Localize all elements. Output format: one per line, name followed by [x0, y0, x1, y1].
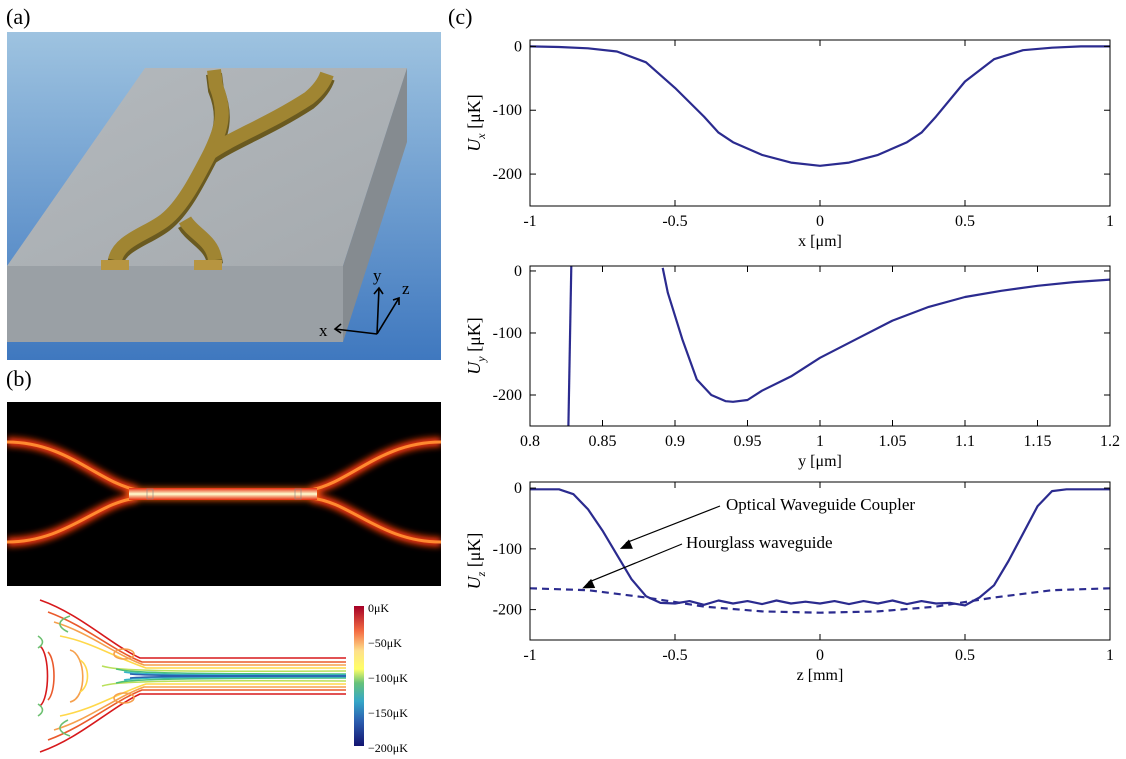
colorbar-gradient: [354, 606, 364, 746]
colorbar-tick-label: −50μK: [368, 636, 402, 650]
substrate-side: [343, 68, 407, 342]
y-tick-label: -200: [493, 387, 522, 404]
series-line-solid-1: [661, 267, 1110, 403]
axis-label-y: y: [373, 266, 382, 285]
x-tick-label: 1.1: [955, 433, 975, 450]
colorbar-tick-label: −150μK: [368, 706, 408, 720]
plot-frame: [529, 39, 1111, 207]
axis-label-z: z: [402, 279, 410, 298]
x-tick-label: 0: [816, 647, 824, 664]
x-axis-label: x [μm]: [798, 233, 842, 250]
substrate-front: [7, 266, 343, 342]
waveguide-render: x y z: [7, 32, 441, 360]
x-tick-label: 0.8: [520, 433, 540, 450]
x-tick-label: 0.5: [955, 213, 975, 230]
y-axis-label: Uy [μK]: [464, 317, 488, 374]
x-tick-label: 1: [1106, 647, 1114, 664]
x-tick-label: 1.15: [1024, 433, 1052, 450]
colorbar-tick-label: 0μK: [368, 601, 389, 615]
x-tick-label: 0.85: [589, 433, 617, 450]
y-tick-label: 0: [514, 38, 522, 55]
y-tick-label: 0: [514, 480, 522, 497]
x-tick-label: 0.5: [955, 647, 975, 664]
panel-label-b: (b): [6, 366, 32, 391]
plot-frame: [529, 265, 1111, 427]
axis-label-x: x: [319, 321, 328, 340]
panel-label-a: (a): [6, 4, 31, 29]
x-tick-label: -0.5: [662, 647, 687, 664]
y-tick-label: -200: [493, 602, 522, 619]
series-line-solid-0: [530, 488, 1110, 607]
annotation-arrow: [587, 543, 683, 583]
x-tick-label: 0.95: [734, 433, 762, 450]
y-tick-label: -100: [493, 325, 522, 342]
x-tick-label: -1: [523, 213, 536, 230]
annotation-arrowhead: [619, 539, 633, 549]
colorbar-tick-label: −100μK: [368, 671, 408, 685]
x-tick-label: 1: [816, 433, 824, 450]
plot-uz: -1 -0.5 0 0.5 1 0 -100 -200 z [mm] Uz [μK] Optical…: [464, 480, 1114, 684]
intensity-map: [7, 402, 441, 586]
plot-uy: 0.8 0.85 0.9 0.95 1 1.05 1.1 1.15 1.2 0 -100 -200 y …: [464, 263, 1120, 470]
y-tick-label: -200: [493, 166, 522, 183]
colorbar-tick-label: −200μK: [368, 741, 408, 755]
coordinate-axes: [333, 286, 400, 335]
y-tick-label: 0: [514, 263, 522, 280]
series-line-solid-0: [567, 266, 573, 426]
x-tick-label: 1.05: [879, 433, 907, 450]
x-axis-label: y [μm]: [798, 453, 842, 470]
series-line-solid-0: [530, 45, 1110, 167]
series-line-dashed-1: [530, 587, 1110, 614]
waveguide-strip: [107, 69, 335, 267]
y-tick-label: -100: [493, 541, 522, 558]
contour-map: [37, 599, 347, 753]
x-tick-label: -1: [523, 647, 536, 664]
x-tick-label: -0.5: [662, 213, 687, 230]
x-tick-label: 1.2: [1100, 433, 1120, 450]
plot-ux: -1 -0.5 0 0.5 1 0 -100 -200 x [μm] Ux [μK]: [464, 38, 1114, 250]
x-axis-label: z [mm]: [797, 667, 844, 684]
y-axis-label: Uz [μK]: [464, 533, 488, 590]
y-axis-label: Ux [μK]: [464, 94, 488, 151]
annotation-label: Hourglass waveguide: [686, 533, 833, 552]
annotation-arrow: [625, 505, 721, 544]
annotation-arrowhead: [582, 578, 596, 589]
y-tick-label: -100: [493, 102, 522, 119]
colorbar: 0μK −50μK −100μK −150μK −200μK: [354, 601, 408, 755]
x-tick-label: 0: [816, 213, 824, 230]
x-tick-label: 1: [1106, 213, 1114, 230]
x-tick-label: 0.9: [665, 433, 685, 450]
annotation-label: Optical Waveguide Coupler: [726, 495, 915, 514]
panel-label-c: (c): [448, 4, 473, 29]
